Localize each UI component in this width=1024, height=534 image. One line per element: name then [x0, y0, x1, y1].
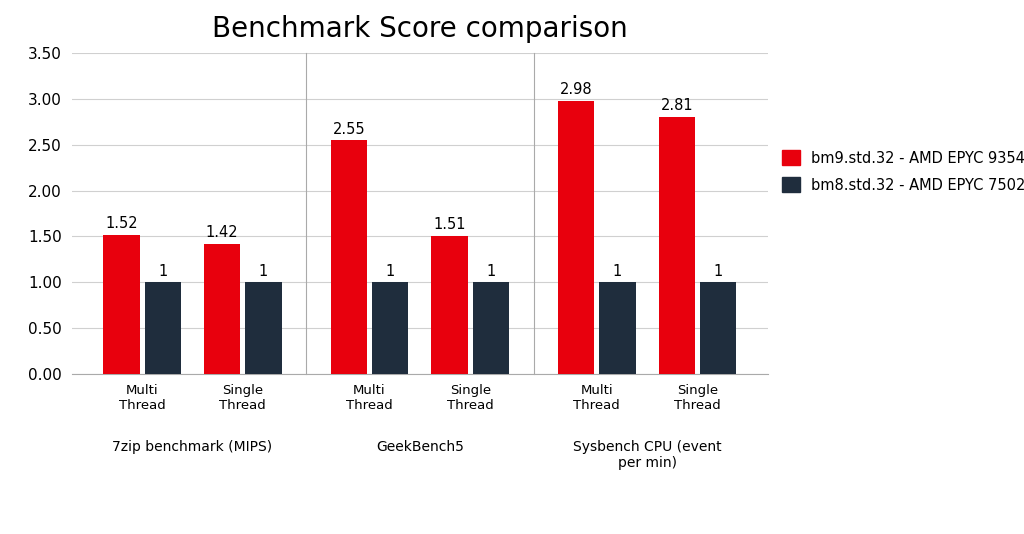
Text: 1: 1 [158, 264, 167, 279]
Text: 1: 1 [486, 264, 496, 279]
Text: 1.52: 1.52 [105, 216, 138, 231]
Bar [431, 235, 468, 374]
Text: 1.51: 1.51 [433, 217, 466, 232]
Bar [331, 140, 367, 374]
Text: 2.55: 2.55 [333, 122, 366, 137]
Bar [372, 282, 409, 374]
Text: 2.81: 2.81 [660, 98, 693, 113]
Bar [700, 282, 736, 374]
Legend: bm9.std.32 - AMD EPYC 9354, bm8.std.32 - AMD EPYC 7502P: bm9.std.32 - AMD EPYC 9354, bm8.std.32 -… [782, 151, 1024, 193]
Text: 1: 1 [714, 264, 723, 279]
Text: 2.98: 2.98 [560, 82, 593, 97]
Bar [204, 244, 241, 374]
Text: 1: 1 [385, 264, 394, 279]
Bar [246, 282, 282, 374]
Text: Sysbench CPU (event
per min): Sysbench CPU (event per min) [572, 439, 722, 470]
Text: GeekBench5: GeekBench5 [376, 439, 464, 454]
Bar [473, 282, 509, 374]
Bar [599, 282, 636, 374]
Title: Benchmark Score comparison: Benchmark Score comparison [212, 15, 628, 43]
Bar [103, 234, 139, 374]
Text: 1: 1 [259, 264, 268, 279]
Bar [658, 116, 695, 374]
Bar [558, 101, 594, 374]
Text: 1: 1 [613, 264, 623, 279]
Bar [144, 282, 181, 374]
Text: 7zip benchmark (MIPS): 7zip benchmark (MIPS) [113, 439, 272, 454]
Text: 1.42: 1.42 [206, 225, 239, 240]
